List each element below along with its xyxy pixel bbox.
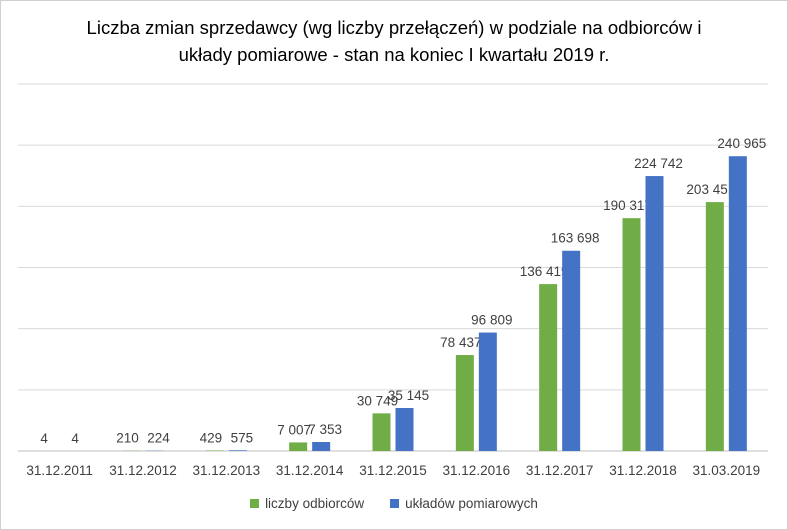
- bar-ukladow: [395, 408, 414, 451]
- x-tick-label: 31.12.2016: [443, 463, 511, 478]
- data-label: 575: [231, 430, 254, 445]
- data-label: 7 353: [308, 422, 342, 437]
- legend-swatch-ukladow: [390, 499, 400, 508]
- bar-odbiorcow: [539, 284, 558, 451]
- bar-ukladow: [228, 450, 247, 451]
- data-label: 4: [40, 431, 48, 446]
- data-label: 190 317: [603, 198, 652, 213]
- bar-odbiorcow: [622, 218, 641, 451]
- data-label: 30 749: [357, 393, 398, 408]
- chart-title-line-1: Liczba zmian sprzedawcy (wg liczby przeł…: [86, 17, 702, 38]
- bar-ukladow: [728, 156, 747, 451]
- bar-ukladow: [478, 332, 497, 451]
- chart-title-line-2: układy pomiarowe - stan na koniec I kwar…: [178, 44, 610, 65]
- chart-title: Liczba zmian sprzedawcy (wg liczby przeł…: [0, 14, 788, 68]
- data-label: 203 451: [686, 182, 735, 197]
- legend-item-ukladow: układów pomiarowych: [390, 496, 538, 511]
- data-label: 163 698: [551, 231, 600, 246]
- data-label: 224: [147, 431, 170, 446]
- data-label: 429: [200, 430, 223, 445]
- x-tick-label: 31.12.2011: [26, 463, 93, 478]
- data-label: 96 809: [471, 313, 512, 328]
- data-label: 4: [71, 431, 79, 446]
- data-label: 240 965: [717, 136, 766, 151]
- x-tick-label: 31.12.2017: [526, 463, 594, 478]
- x-tick-label: 31.12.2012: [109, 463, 177, 478]
- x-tick-label: 31.12.2013: [193, 463, 261, 478]
- data-label: 7 007: [277, 422, 311, 437]
- bar-odbiorcow: [205, 450, 224, 451]
- bar-odbiorcow: [372, 413, 391, 451]
- data-label: 210: [116, 431, 139, 446]
- legend-label-ukladow: układów pomiarowych: [405, 496, 538, 511]
- legend-label-odbiorcow: liczby odbiorców: [265, 496, 365, 511]
- bar-ukladow: [562, 250, 581, 451]
- bar-odbiorcow: [289, 442, 308, 451]
- x-tick-label: 31.12.2014: [276, 463, 344, 478]
- bar-odbiorcow: [455, 355, 474, 451]
- x-tick-label: 31.03.2019: [693, 463, 761, 478]
- bar-ukladow: [645, 176, 664, 451]
- x-tick-label: 31.12.2015: [359, 463, 427, 478]
- data-label: 35 145: [388, 388, 429, 403]
- bar-ukladow: [312, 442, 331, 451]
- legend-item-odbiorcow: liczby odbiorców: [250, 496, 364, 511]
- data-label: 78 437: [440, 335, 481, 350]
- x-tick-label: 31.12.2018: [609, 463, 677, 478]
- legend: liczby odbiorców układów pomiarowych: [0, 496, 788, 511]
- data-label: 136 419: [520, 264, 569, 279]
- legend-swatch-odbiorcow: [250, 499, 260, 508]
- bar-odbiorcow: [705, 202, 724, 451]
- data-label: 224 742: [634, 156, 683, 171]
